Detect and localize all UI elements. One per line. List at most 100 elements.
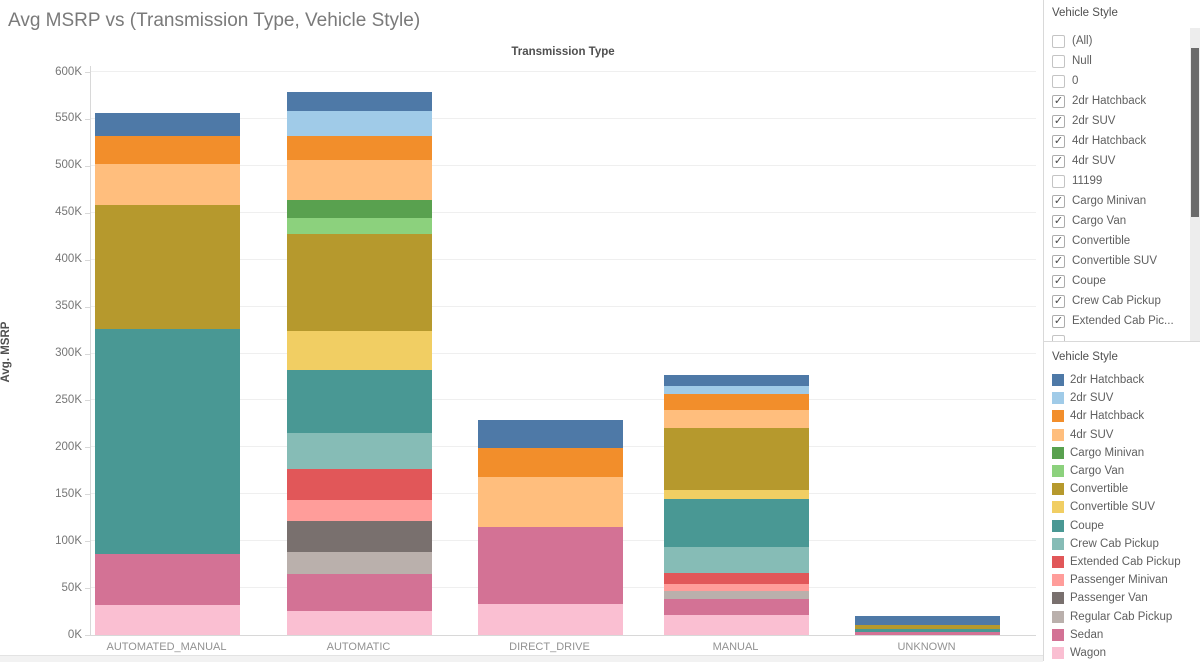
bar-segment[interactable]: [95, 135, 240, 164]
bar-segment[interactable]: [95, 329, 240, 555]
legend-item[interactable]: 2dr SUV: [1052, 389, 1113, 407]
bar-segment[interactable]: [478, 477, 623, 528]
legend-item[interactable]: Cargo Minivan: [1052, 444, 1144, 462]
bar-segment[interactable]: [664, 573, 809, 585]
bar-segment[interactable]: [287, 610, 432, 635]
bar-segment[interactable]: [664, 590, 809, 600]
legend-item[interactable]: Extended Cab Pickup: [1052, 553, 1181, 571]
checked-checkbox-icon[interactable]: ✓: [1052, 134, 1065, 148]
bar-segment[interactable]: [287, 521, 432, 552]
bar-segment[interactable]: [95, 604, 240, 635]
unchecked-checkbox-icon[interactable]: [1052, 54, 1065, 68]
legend-item[interactable]: 2dr Hatchback: [1052, 371, 1144, 389]
filter-item[interactable]: ✓ Convertible SUV: [1052, 251, 1157, 271]
bar-segment[interactable]: [95, 205, 240, 330]
bar-segment[interactable]: [664, 489, 809, 499]
checked-checkbox-icon[interactable]: ✓: [1052, 94, 1065, 108]
gridline: [91, 211, 1036, 213]
bar-segment[interactable]: [664, 427, 809, 490]
legend-item[interactable]: Coupe: [1052, 517, 1104, 535]
checked-checkbox-icon[interactable]: ✓: [1052, 254, 1065, 268]
bar-segment[interactable]: [478, 420, 623, 449]
unchecked-checkbox-icon[interactable]: [1052, 334, 1065, 341]
bar-segment[interactable]: [287, 468, 432, 500]
filter-item[interactable]: ✓ 2dr SUV: [1052, 111, 1115, 131]
legend-item[interactable]: Wagon: [1052, 644, 1106, 661]
bar-segment[interactable]: [664, 393, 809, 410]
bar-segment[interactable]: [478, 527, 623, 605]
bar-segment[interactable]: [855, 616, 1000, 625]
bar-segment[interactable]: [287, 551, 432, 575]
bar-segment[interactable]: [95, 554, 240, 605]
checked-checkbox-icon[interactable]: ✓: [1052, 214, 1065, 228]
checked-checkbox-icon[interactable]: ✓: [1052, 294, 1065, 308]
bar-segment[interactable]: [664, 499, 809, 547]
bar-segment[interactable]: [287, 135, 432, 161]
filter-scrollbar-thumb[interactable]: [1191, 48, 1199, 217]
filter-item[interactable]: Null: [1052, 51, 1092, 71]
legend-item[interactable]: Regular Cab Pickup: [1052, 608, 1172, 626]
filter-item[interactable]: (All): [1052, 31, 1092, 51]
filter-item[interactable]: ✓ Extended Cab Pic...: [1052, 311, 1174, 331]
legend-item[interactable]: Cargo Van: [1052, 462, 1124, 480]
unchecked-checkbox-icon[interactable]: [1052, 34, 1065, 48]
filter-item[interactable]: ✓ Convertible: [1052, 231, 1130, 251]
bar-segment[interactable]: [287, 199, 432, 219]
legend-item[interactable]: Convertible SUV: [1052, 498, 1155, 516]
legend-item[interactable]: Passenger Minivan: [1052, 571, 1168, 589]
filter-item[interactable]: ✓ Cargo Van: [1052, 211, 1126, 231]
bar-segment[interactable]: [287, 234, 432, 332]
bar-segment[interactable]: [95, 113, 240, 136]
bar-segment[interactable]: [95, 164, 240, 206]
checked-checkbox-icon[interactable]: ✓: [1052, 194, 1065, 208]
checked-checkbox-icon[interactable]: ✓: [1052, 274, 1065, 288]
legend-item[interactable]: 4dr Hatchback: [1052, 407, 1144, 425]
legend-item[interactable]: Sedan: [1052, 626, 1103, 644]
bar-segment[interactable]: [287, 331, 432, 370]
bar-segment[interactable]: [287, 110, 432, 136]
bar-segment[interactable]: [478, 448, 623, 478]
unchecked-checkbox-icon[interactable]: [1052, 74, 1065, 88]
bar-segment[interactable]: [855, 624, 1000, 630]
bar-segment[interactable]: [855, 629, 1000, 633]
bar-segment[interactable]: [287, 499, 432, 522]
checked-checkbox-icon[interactable]: ✓: [1052, 314, 1065, 328]
legend-item[interactable]: Crew Cab Pickup: [1052, 535, 1159, 553]
filter-item[interactable]: ✓ 4dr SUV: [1052, 151, 1115, 171]
bar-segment[interactable]: [287, 91, 432, 111]
bar-segment[interactable]: [855, 632, 1000, 635]
filter-item[interactable]: ✓ 4dr Hatchback: [1052, 131, 1146, 151]
bar-segment[interactable]: [664, 385, 809, 394]
bar-segment[interactable]: [664, 375, 809, 386]
filter-scrollbar-track[interactable]: [1190, 28, 1200, 341]
legend-item[interactable]: Convertible: [1052, 480, 1128, 498]
filter-item[interactable]: ✓ Crew Cab Pickup: [1052, 291, 1161, 311]
bar-segment[interactable]: [287, 218, 432, 235]
bar-segment[interactable]: [664, 546, 809, 574]
filter-item[interactable]: ✓ Coupe: [1052, 271, 1106, 291]
filter-item[interactable]: ✓ Cargo Minivan: [1052, 191, 1146, 211]
filter-item[interactable]: [1052, 331, 1072, 341]
legend-item[interactable]: Passenger Van: [1052, 589, 1148, 607]
bar-segment[interactable]: [287, 369, 432, 434]
bar-segment[interactable]: [287, 574, 432, 611]
bar-segment[interactable]: [664, 584, 809, 591]
bar-segment[interactable]: [478, 604, 623, 635]
checked-checkbox-icon[interactable]: ✓: [1052, 114, 1065, 128]
checked-checkbox-icon[interactable]: ✓: [1052, 154, 1065, 168]
filter-item[interactable]: 11199: [1052, 171, 1102, 191]
legend-item[interactable]: 4dr SUV: [1052, 426, 1113, 444]
bar-segment[interactable]: [664, 409, 809, 428]
y-tick-mark: [85, 635, 90, 636]
stacked-bar-unknown: [855, 616, 1000, 635]
bar-segment[interactable]: [287, 433, 432, 469]
filter-item[interactable]: ✓ 2dr Hatchback: [1052, 91, 1146, 111]
checked-checkbox-icon[interactable]: ✓: [1052, 234, 1065, 248]
y-tick-label: 250K: [55, 393, 82, 406]
unchecked-checkbox-icon[interactable]: [1052, 174, 1065, 188]
y-tick-label: 150K: [55, 487, 82, 500]
bar-segment[interactable]: [664, 615, 809, 635]
filter-item[interactable]: 0: [1052, 71, 1078, 91]
bar-segment[interactable]: [664, 599, 809, 616]
bar-segment[interactable]: [287, 160, 432, 200]
